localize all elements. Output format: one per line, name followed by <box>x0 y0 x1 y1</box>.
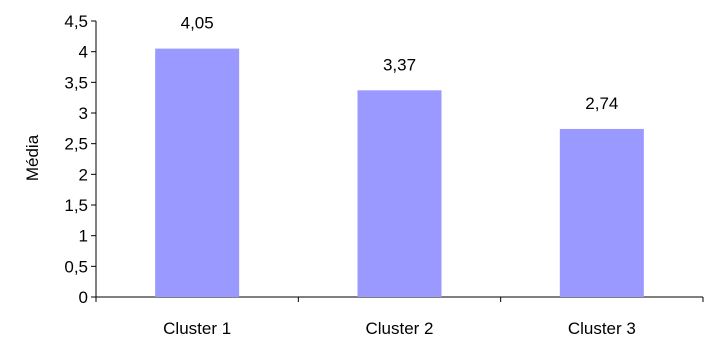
y-tick-label: 1 <box>79 227 88 246</box>
y-axis-ticks: 0 0,5 1 1,5 2 2,5 3 3,5 4 4,5 <box>64 12 96 307</box>
x-axis-ticks <box>95 297 704 302</box>
data-label: 4,05 <box>181 14 214 33</box>
y-tick-label: 3 <box>79 104 88 123</box>
category-labels: Cluster 1 Cluster 2 Cluster 3 <box>163 319 636 338</box>
data-label: 2,74 <box>585 94 618 113</box>
bar-series <box>155 48 644 297</box>
x-category-label: Cluster 3 <box>568 319 636 338</box>
y-tick-label: 2,5 <box>64 135 88 154</box>
data-label: 3,37 <box>383 55 416 74</box>
data-labels: 4,05 3,37 2,74 <box>181 14 619 113</box>
y-tick-label: 2 <box>79 165 88 184</box>
y-tick-label: 3,5 <box>64 73 88 92</box>
y-tick-label: 1,5 <box>64 196 88 215</box>
y-tick-label: 4,5 <box>64 12 88 31</box>
x-category-label: Cluster 1 <box>163 319 231 338</box>
bar <box>155 48 240 297</box>
y-tick-label: 4 <box>79 43 88 62</box>
y-axis-title: Média <box>23 134 42 181</box>
y-tick-label: 0 <box>79 288 88 307</box>
bar <box>357 90 442 297</box>
bar <box>559 128 644 297</box>
y-tick-label: 0,5 <box>64 257 88 276</box>
x-category-label: Cluster 2 <box>365 319 433 338</box>
